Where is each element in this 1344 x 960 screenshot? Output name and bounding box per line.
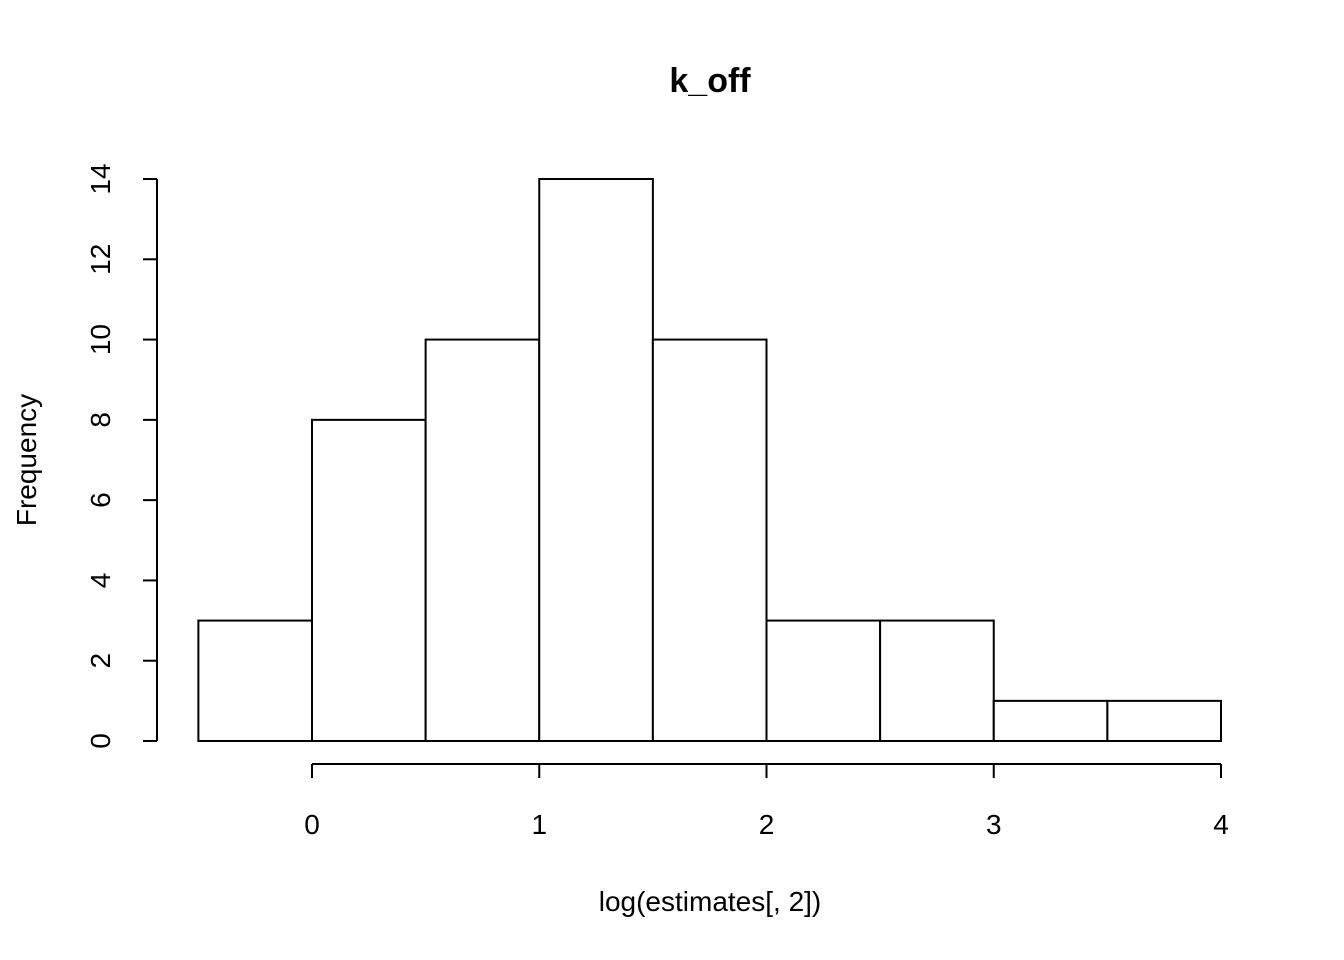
histogram-bar (311, 418, 427, 742)
histogram-bar (992, 699, 1109, 742)
histogram-bar (651, 338, 768, 742)
x-tick-label: 3 (986, 809, 1002, 840)
y-tick-label: 6 (85, 492, 116, 508)
x-tick-label: 0 (304, 809, 320, 840)
histogram-bar (538, 178, 654, 742)
y-axis-label: Frequency (11, 394, 42, 526)
chart-title: k_off (669, 62, 751, 100)
histogram-bar (1106, 699, 1222, 742)
x-tick-label: 2 (759, 809, 775, 840)
y-tick-label: 4 (85, 573, 116, 589)
bars-group (197, 178, 1222, 742)
x-tick-label: 4 (1213, 809, 1229, 840)
y-tick-label: 10 (85, 324, 116, 355)
y-tick-label: 14 (85, 163, 116, 194)
y-tick-label: 8 (85, 412, 116, 428)
histogram-bar (765, 619, 882, 742)
x-axis-label: log(estimates[, 2]) (599, 886, 822, 917)
x-tick-label: 1 (531, 809, 547, 840)
y-axis: 0 2 4 6 8 10 12 14 (85, 163, 158, 749)
x-axis: 0 1 2 3 4 (304, 763, 1229, 840)
y-tick-label: 2 (85, 653, 116, 669)
y-tick-label: 0 (85, 733, 116, 749)
y-tick-label: 12 (85, 244, 116, 275)
histogram-bar (197, 619, 313, 742)
histogram-bar (424, 338, 541, 742)
histogram-bar (879, 619, 995, 742)
